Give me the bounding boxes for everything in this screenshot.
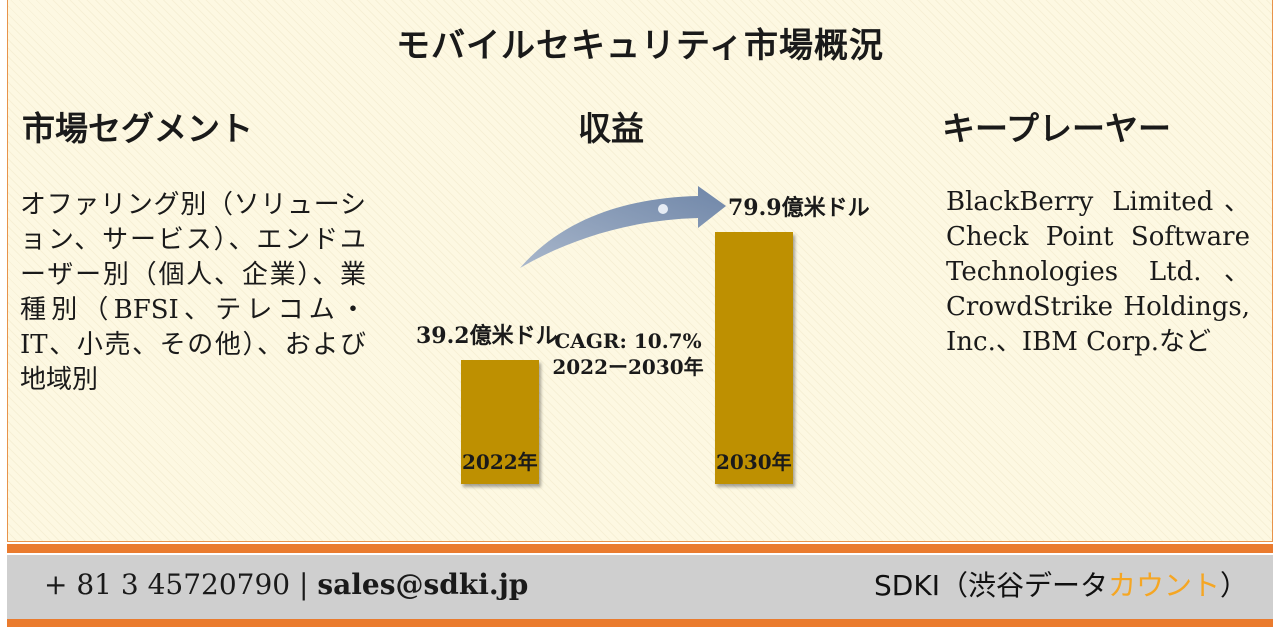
infographic-panel xyxy=(7,0,1273,542)
bar-2022年 xyxy=(461,360,539,484)
footer-bar xyxy=(7,555,1273,619)
footer-top-stripe xyxy=(7,544,1273,553)
segments-heading: 市場セグメント xyxy=(22,109,253,148)
cagr-rate: CAGR: 10.7% xyxy=(554,329,702,353)
page-title: モバイルセキュリティ市場概況 xyxy=(396,26,884,66)
bar-value-label: 79.9億米ドル xyxy=(728,195,870,221)
email-address: sales@sdki.jp xyxy=(317,568,529,601)
revenue-heading: 収益 xyxy=(578,109,644,148)
cagr-period: 2022ー2030年 xyxy=(552,355,704,379)
cagr-text: CAGR: 10.7% 2022ー2030年 xyxy=(548,328,708,380)
contact-separator: | xyxy=(290,568,318,601)
bar-category-label: 2030年 xyxy=(716,450,792,474)
segments-text: オファリング別（ソリューション、サービス）、エンドユーザー別（個人、企業）、業種… xyxy=(20,190,366,395)
brand-suffix: ） xyxy=(1219,569,1248,602)
contact-info: + 81 3 45720790 | sales@sdki.jp xyxy=(44,568,528,601)
bar-2030年 xyxy=(715,232,793,484)
players-text: BlackBerry Limited、Check Point Software … xyxy=(946,187,1250,357)
bar-value-label: 39.2億米ドル xyxy=(416,323,558,350)
bar-category-label: 2022年 xyxy=(462,450,538,474)
phone-number: + 81 3 45720790 xyxy=(44,568,291,601)
brand-prefix: SDKI（渋谷データ xyxy=(874,569,1108,602)
players-heading: キープレーヤー xyxy=(942,109,1172,148)
footer-bottom-stripe xyxy=(7,619,1273,627)
brand-accent-text: カウント xyxy=(1107,569,1220,602)
brand-name: SDKI（渋谷データカウント） xyxy=(874,564,1248,604)
